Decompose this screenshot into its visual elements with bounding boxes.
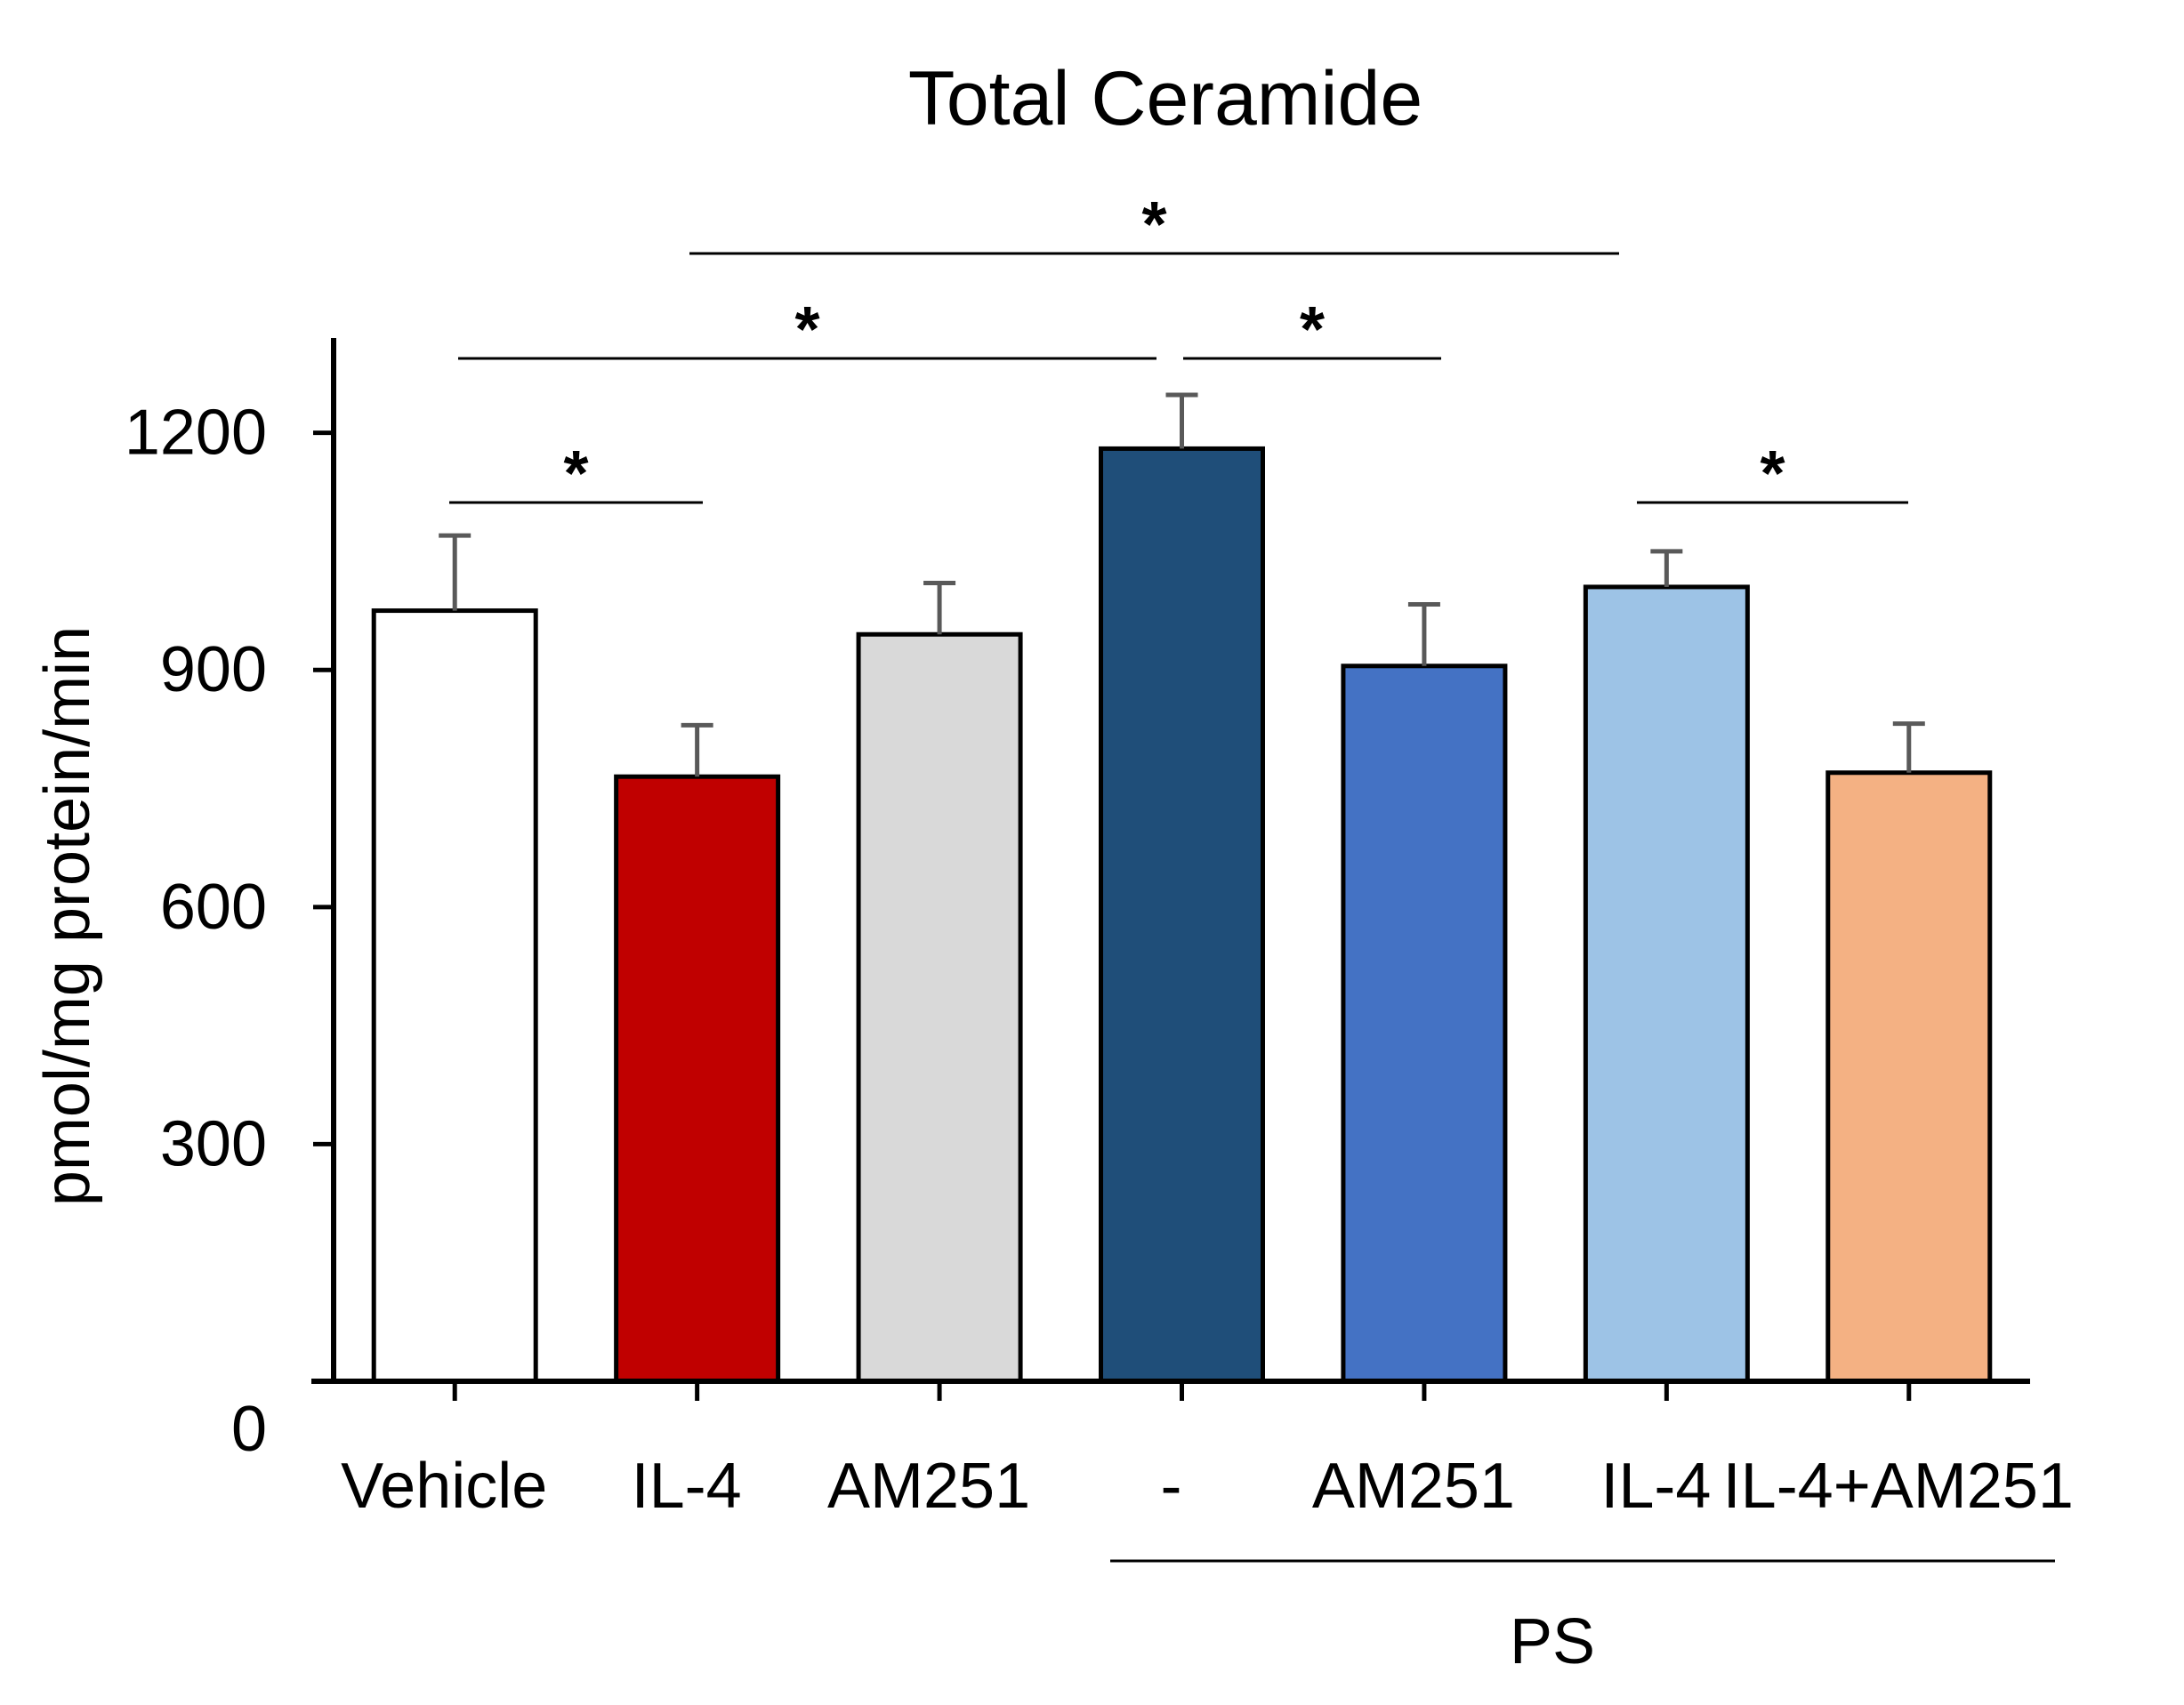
bars — [371, 446, 1993, 1384]
x-tick-label: IL-4+AM251 — [1723, 1451, 2074, 1522]
y-tick-label: 0 — [231, 1394, 267, 1465]
axes — [311, 338, 2030, 1384]
error-bars — [439, 392, 1925, 777]
significance-star: * — [1760, 438, 1785, 510]
bar — [1825, 770, 1993, 1384]
group-label-text: PS — [1510, 1606, 1595, 1677]
group-label: PS — [1110, 1559, 2055, 1677]
y-ticks: 0 300 600 900 1200 — [125, 398, 334, 1465]
x-ticks: Vehicle IL-4 AM251- AM251 IL-4 IL-4+AM251 — [341, 1381, 2074, 1522]
x-tick-label: - — [1161, 1451, 1182, 1522]
x-tick-label: Vehicle — [341, 1451, 547, 1522]
x-tick-label: AM251 — [827, 1451, 1030, 1522]
x-tick-label: IL-4 — [1600, 1451, 1711, 1522]
y-tick-label: 1200 — [125, 398, 267, 469]
bar — [371, 608, 538, 1384]
significance-brackets: * * * * * — [449, 189, 1908, 510]
bar — [1583, 584, 1750, 1384]
bar — [614, 774, 781, 1384]
chart-title: Total Ceramide — [908, 56, 1422, 141]
x-tick-label: AM251 — [1312, 1451, 1515, 1522]
significance-star: * — [1141, 189, 1166, 261]
y-tick-label: 600 — [160, 872, 267, 943]
y-tick-label: 300 — [160, 1108, 267, 1179]
significance-star: * — [1300, 294, 1325, 366]
significance-star: * — [563, 438, 588, 510]
bar — [856, 631, 1023, 1384]
significance-star: * — [794, 294, 819, 366]
y-axis-label: pmol/mg protein/min — [32, 626, 103, 1206]
x-tick-label: IL-4 — [632, 1451, 742, 1522]
y-tick-label: 900 — [160, 634, 267, 705]
bar — [1341, 664, 1508, 1384]
bar — [1099, 446, 1265, 1384]
